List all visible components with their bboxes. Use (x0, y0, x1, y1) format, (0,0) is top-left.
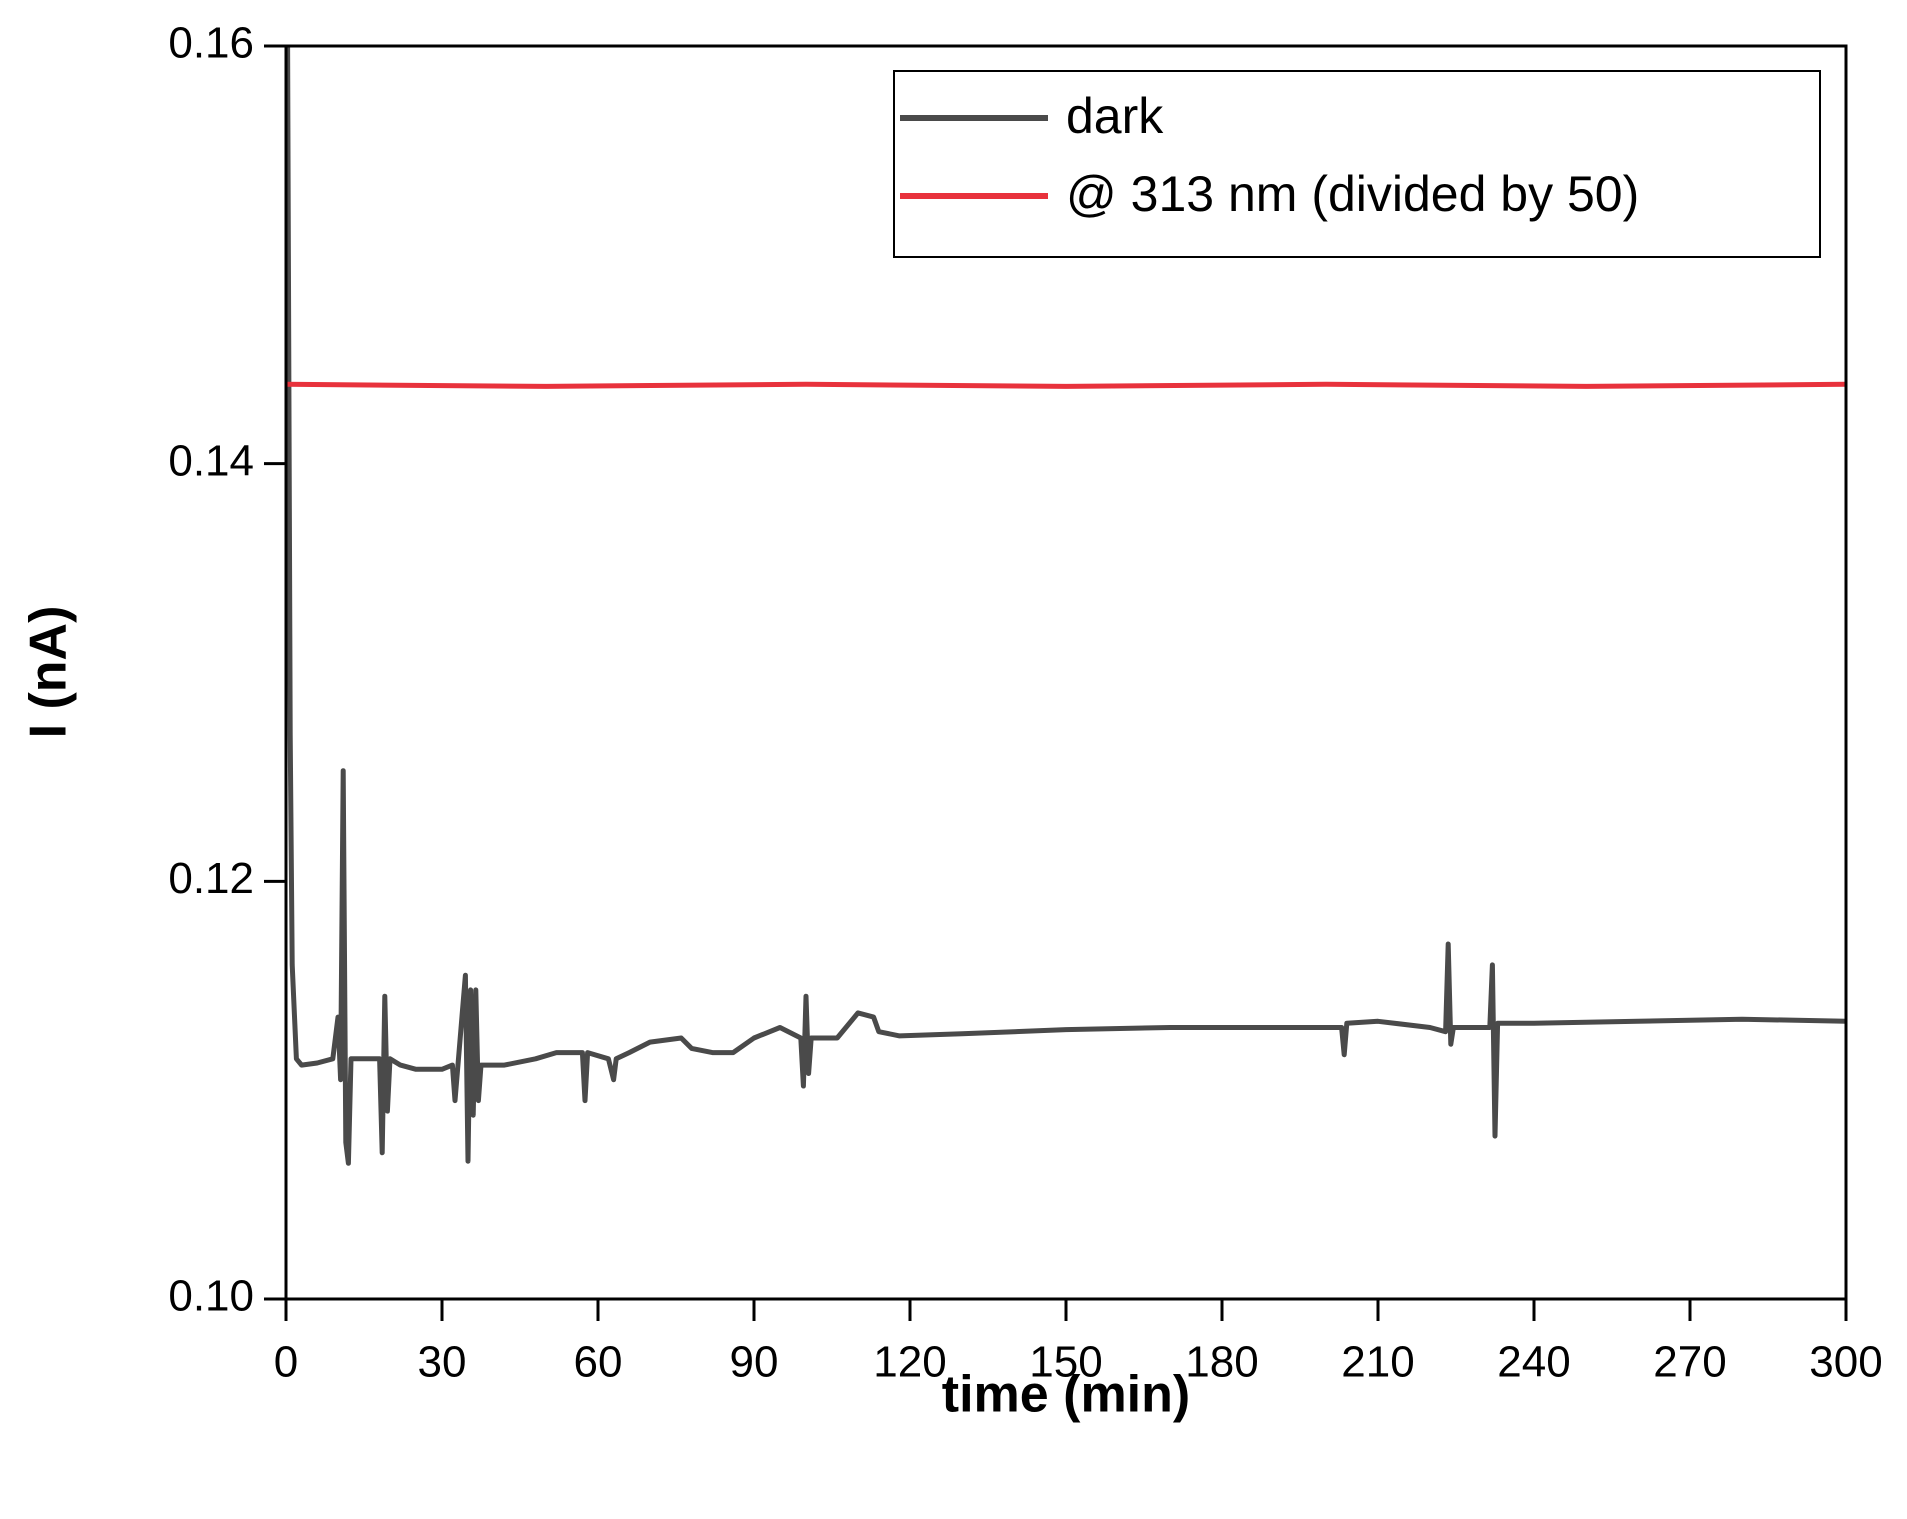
y-axis-title: I (nA) (20, 606, 78, 739)
x-tick-label: 120 (873, 1338, 946, 1387)
x-tick-label: 180 (1185, 1338, 1258, 1387)
x-tick-label: 60 (574, 1338, 623, 1387)
data-line (285, 45, 1847, 1166)
x-tick-label: 240 (1497, 1338, 1570, 1387)
x-tick-label: 0 (274, 1338, 298, 1387)
x-tick-label: 210 (1341, 1338, 1414, 1387)
x-tick-label: 30 (418, 1338, 467, 1387)
y-tick-label: 0.10 (168, 1272, 254, 1321)
x-axis-title: time (min) (942, 1366, 1190, 1424)
legend-label: @ 313 nm (divided by 50) (1066, 166, 1639, 222)
y-tick-label: 0.12 (168, 854, 254, 903)
x-tick-label: 150 (1029, 1338, 1102, 1387)
x-tick-label: 300 (1809, 1338, 1882, 1387)
legend-label: dark (1066, 88, 1164, 144)
y-tick-label: 0.14 (168, 436, 254, 485)
x-tick-label: 90 (730, 1338, 779, 1387)
data-line (285, 381, 1847, 389)
legend-box (893, 70, 1821, 258)
x-tick-label: 270 (1653, 1338, 1726, 1387)
y-tick-label: 0.16 (168, 19, 254, 68)
